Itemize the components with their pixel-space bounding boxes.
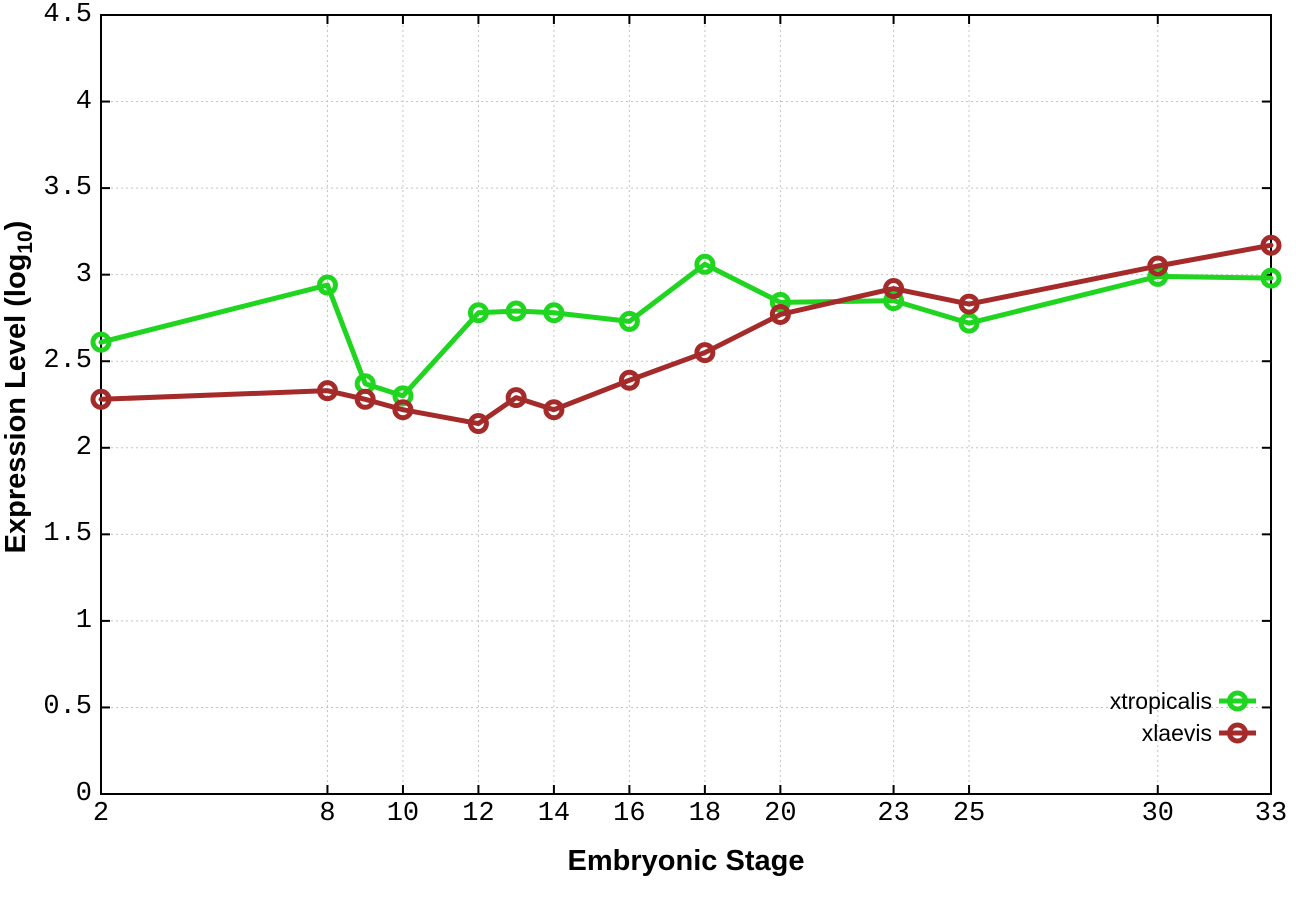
legend-label-xlaevis: xlaevis <box>1141 720 1212 746</box>
y-axis-title: Expression Level (log10) <box>0 221 38 554</box>
y-axis-title-suffix: ) <box>0 220 33 231</box>
x-tick-label: 33 <box>1254 799 1288 829</box>
y-tick-label: 2 <box>75 432 92 463</box>
legend-label-xtropicalis: xtropicalis <box>1109 688 1212 714</box>
y-axis-title-text: Expression Level (log <box>0 253 33 554</box>
y-tick-label: 1.5 <box>43 519 92 550</box>
x-tick-label: 16 <box>613 799 646 829</box>
y-tick-label: 4 <box>75 86 92 117</box>
x-tick-label: 20 <box>764 799 797 829</box>
y-tick-label: 3 <box>75 259 92 290</box>
x-tick-label: 12 <box>462 799 495 829</box>
x-tick-label: 30 <box>1141 799 1174 829</box>
y-tick-label: 2.5 <box>43 346 92 377</box>
x-tick-label: 14 <box>537 799 571 829</box>
x-tick-label: 2 <box>92 799 110 829</box>
y-tick-label: 4.5 <box>43 0 92 30</box>
y-axis-title-subscript: 10 <box>13 230 37 254</box>
x-tick-label: 8 <box>319 799 336 829</box>
x-axis-title: Embryonic Stage <box>567 845 805 877</box>
x-tick-label: 10 <box>386 799 420 829</box>
x-tick-label: 18 <box>688 799 722 829</box>
x-tick-label: 25 <box>952 799 986 829</box>
y-tick-label: 3.5 <box>43 173 92 204</box>
y-tick-label: 0 <box>75 779 92 809</box>
x-tick-label: 23 <box>877 799 910 829</box>
y-tick-label: 0.5 <box>43 692 92 723</box>
y-tick-label: 1 <box>75 605 92 636</box>
